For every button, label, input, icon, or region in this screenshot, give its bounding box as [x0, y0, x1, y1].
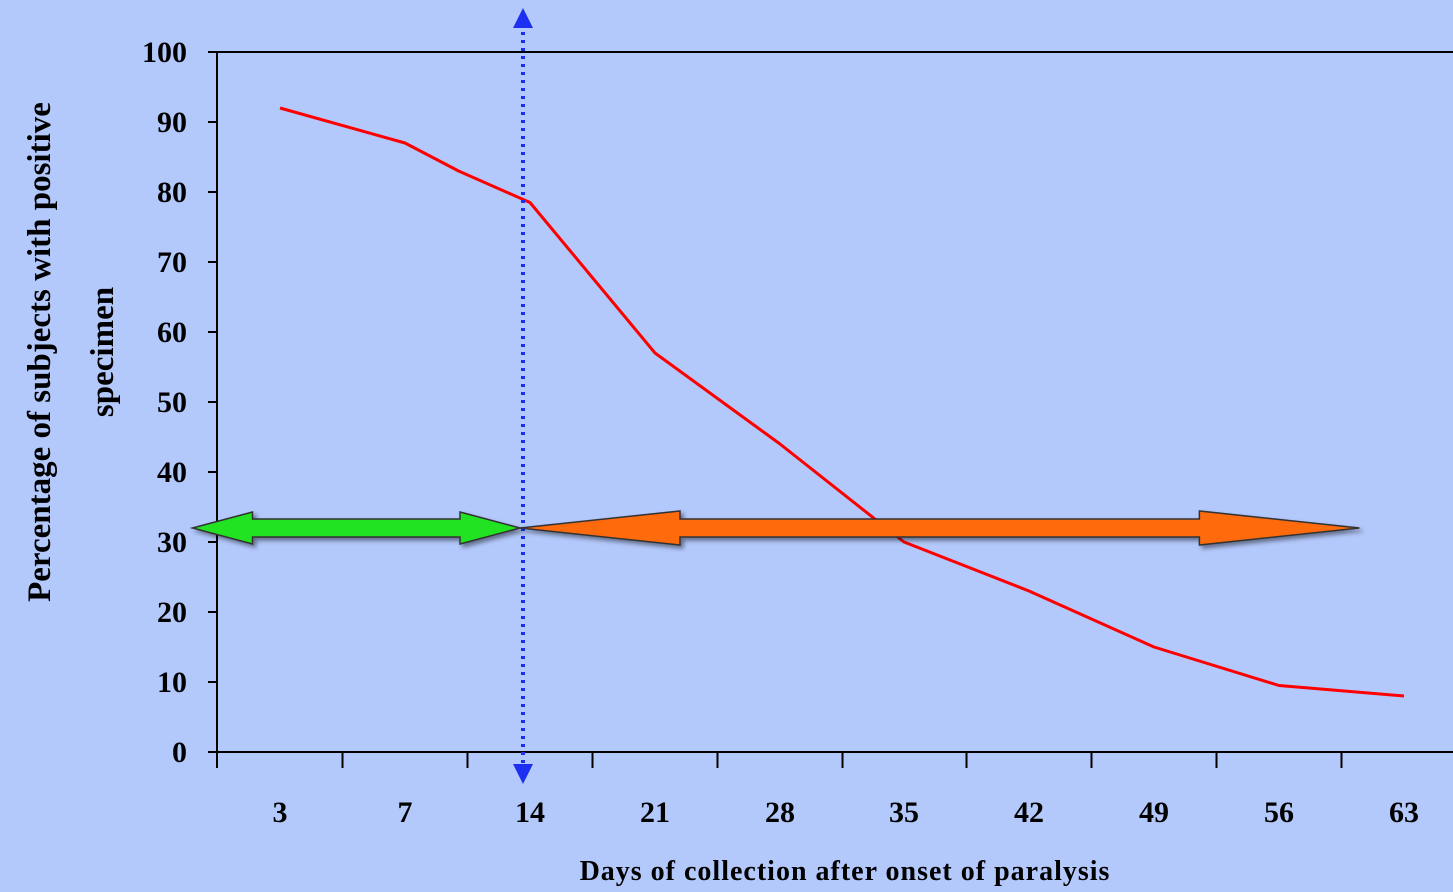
y-axis-title-line1: Percentage of subjects with positive: [22, 102, 58, 602]
y-tick-label: 20: [157, 596, 187, 629]
series-line: [279, 106, 1405, 698]
y-tick-label: 50: [157, 386, 187, 419]
x-tick-label: 42: [1014, 796, 1044, 829]
vertical-marker: [513, 8, 533, 784]
series-group: [279, 106, 1405, 698]
y-tick-label: 30: [157, 526, 187, 559]
y-tick-label: 70: [157, 246, 187, 279]
y-axis-title-line2: specimen: [85, 287, 121, 417]
y-tick-label: 60: [157, 316, 187, 349]
x-tick-label: 28: [765, 796, 795, 829]
x-tick-label: 14: [515, 796, 545, 829]
marker-arrow-up: [513, 8, 533, 28]
y-ticks: [208, 51, 217, 753]
x-tick-labels: 3 7 14 21 28 35 42 49 56 63: [273, 796, 1420, 829]
green-range-arrow: [189, 511, 523, 545]
x-tick-label: 35: [889, 796, 919, 829]
marker-arrow-down: [513, 764, 533, 784]
x-tick-label: 21: [640, 796, 670, 829]
orange-range-arrow: [519, 510, 1360, 546]
y-tick-label: 0: [172, 736, 187, 769]
y-tick-label: 10: [157, 666, 187, 699]
x-tick-label: 3: [273, 796, 288, 829]
y-tick-label: 40: [157, 456, 187, 489]
y-tick-label: 100: [142, 36, 187, 69]
x-tick-label: 56: [1264, 796, 1294, 829]
range-arrows: [189, 510, 1360, 546]
x-axis-title: Days of collection after onset of paraly…: [580, 856, 1111, 887]
x-tick-label: 63: [1389, 796, 1419, 829]
x-ticks: [216, 752, 1343, 768]
y-tick-label: 80: [157, 176, 187, 209]
y-tick-labels: 0 10 20 30 40 50 60 70 80 90 100: [142, 36, 187, 769]
axes: [208, 51, 1453, 768]
y-tick-label: 90: [157, 106, 187, 139]
x-tick-label: 7: [398, 796, 413, 829]
x-tick-label: 49: [1139, 796, 1169, 829]
